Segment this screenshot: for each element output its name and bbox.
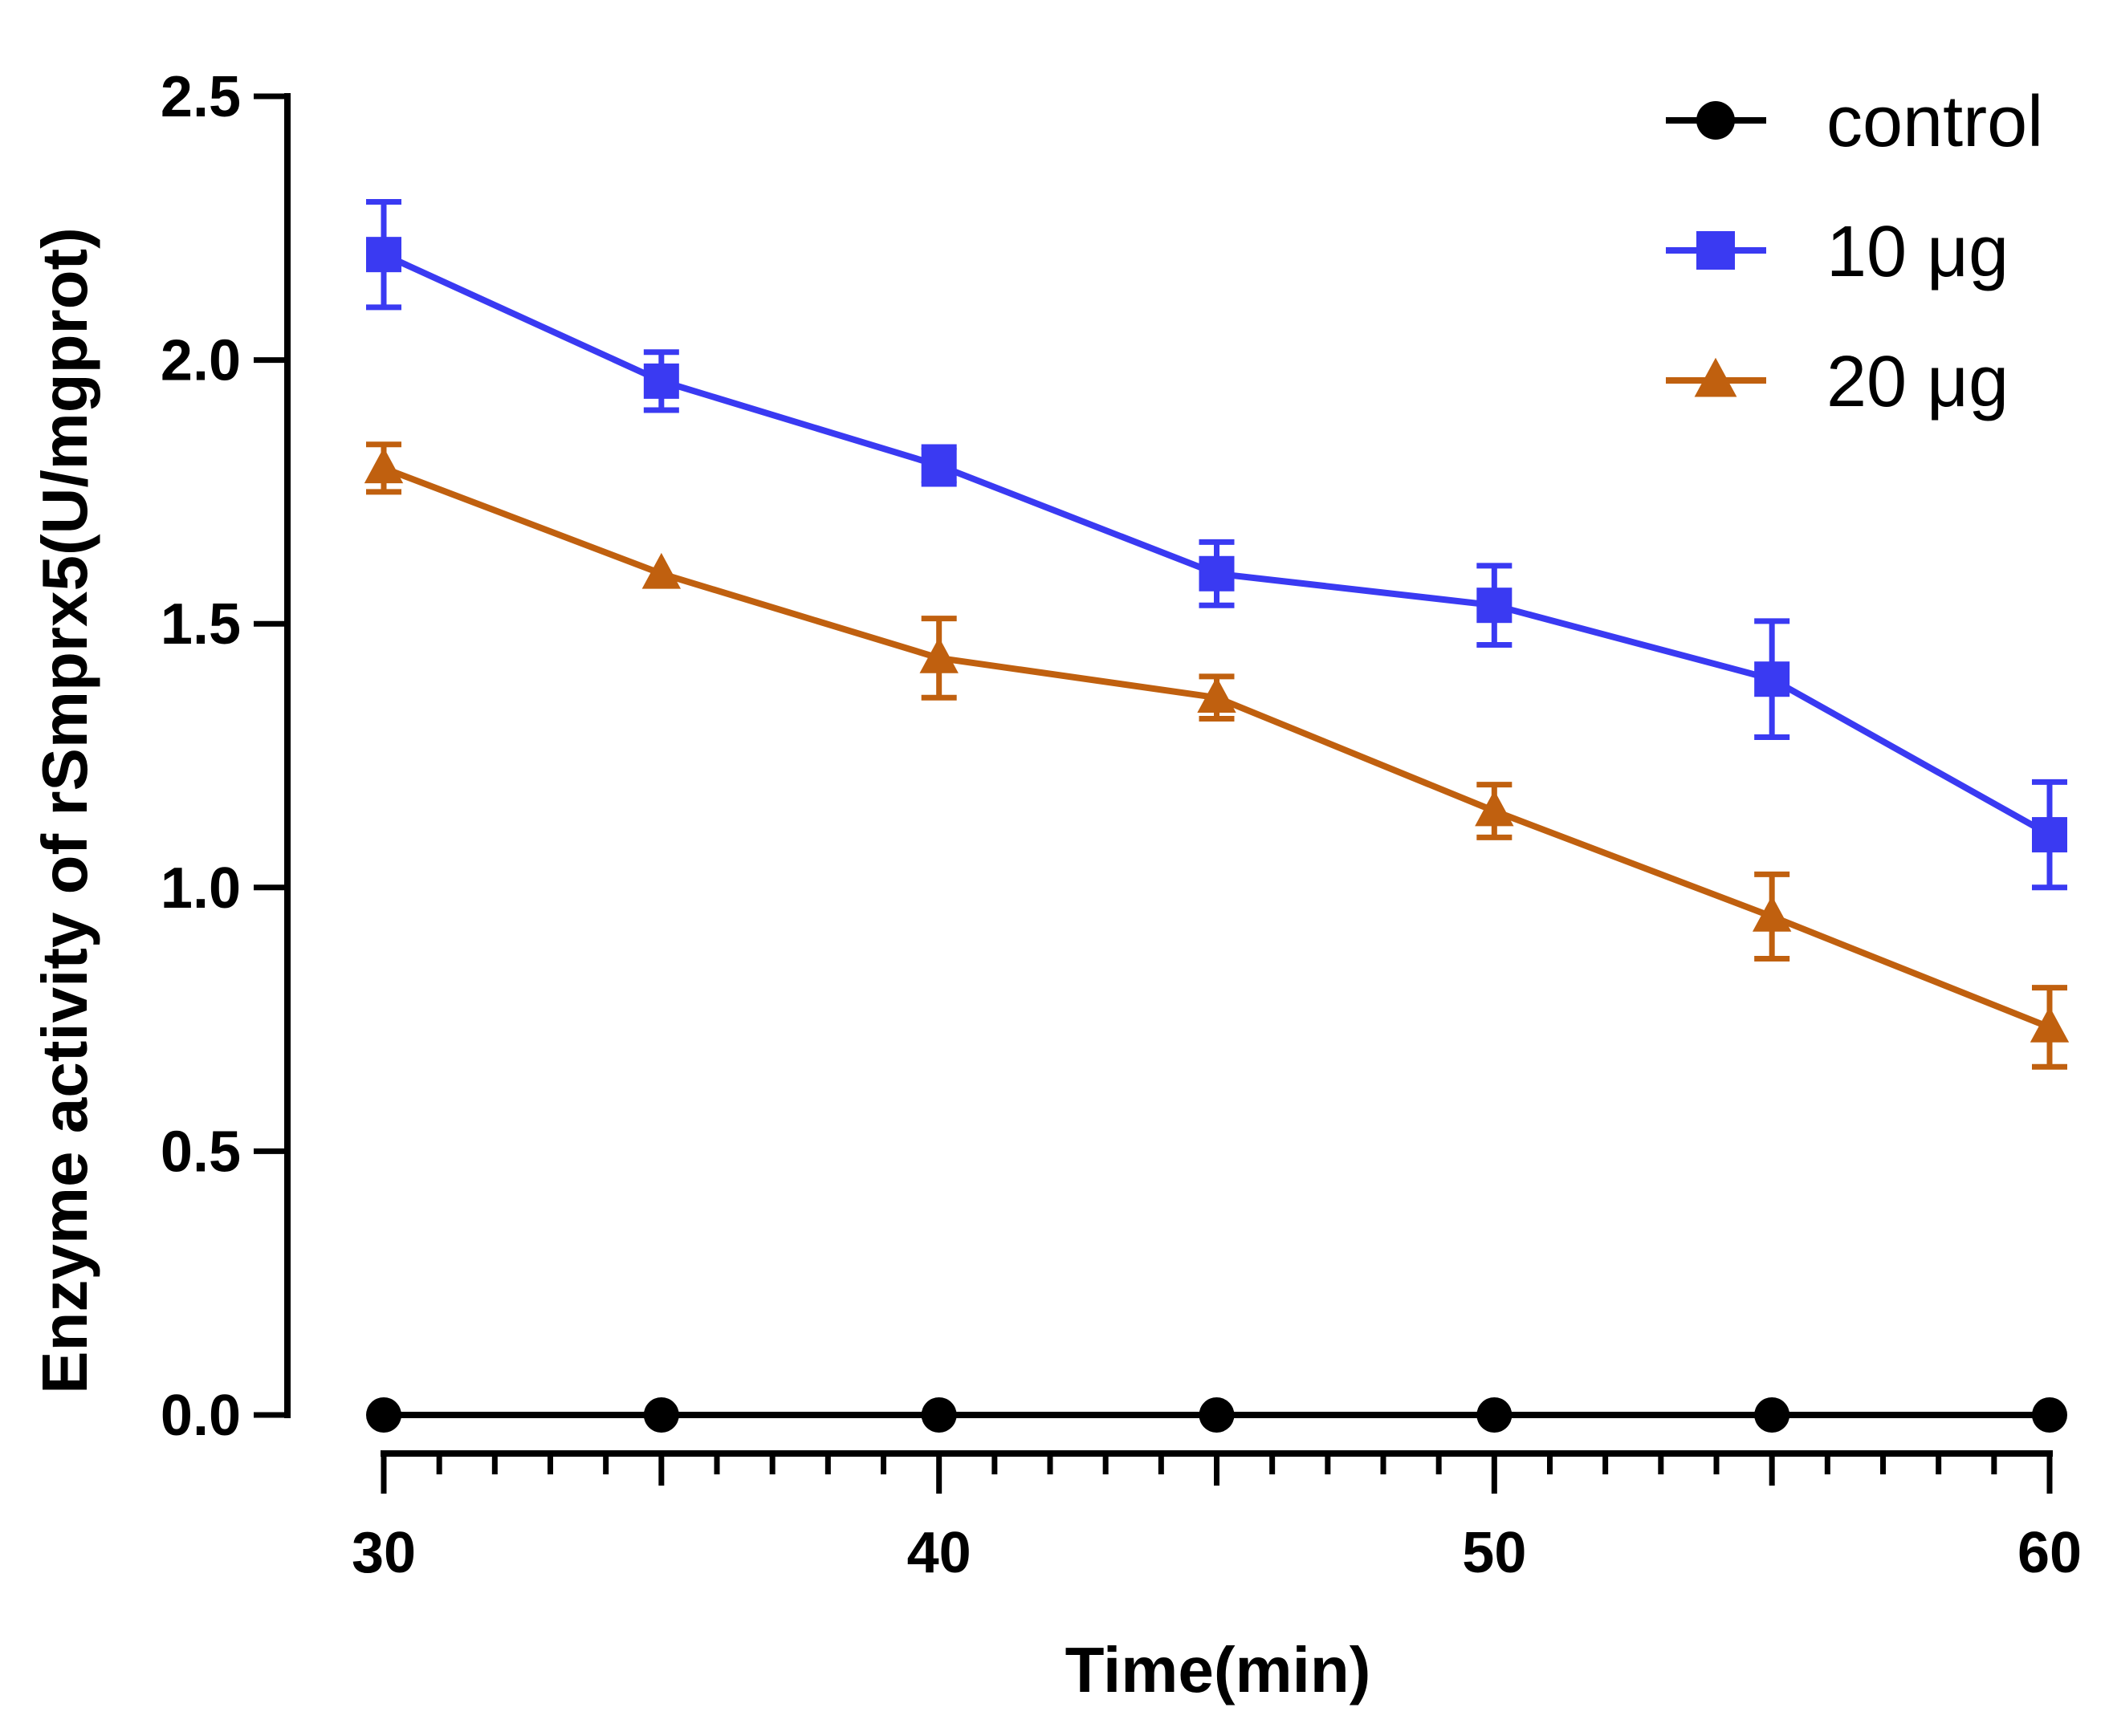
y-tick-label: 2.0	[161, 329, 241, 393]
data-point	[366, 237, 401, 273]
data-point	[2032, 1397, 2067, 1433]
data-point	[921, 448, 957, 484]
y-tick-label: 0.0	[161, 1384, 241, 1448]
legend-label: 20 μg	[1826, 342, 2009, 422]
x-axis-title: Time(min)	[1065, 1634, 1371, 1706]
data-point	[643, 363, 679, 399]
legend-item: control	[1666, 82, 2043, 162]
data-point	[641, 552, 682, 589]
y-tick-label: 1.5	[161, 592, 241, 657]
data-point	[1199, 1397, 1235, 1433]
x-tick-label: 60	[2017, 1521, 2082, 1585]
legend-marker	[1694, 357, 1737, 397]
data-point	[643, 1397, 679, 1433]
series-control	[366, 1397, 2067, 1433]
y-tick-label: 1.0	[161, 856, 241, 921]
data-point	[1476, 1397, 1513, 1433]
data-point	[1754, 1397, 1790, 1433]
data-point	[2032, 817, 2067, 853]
legend-label: 10 μg	[1826, 212, 2009, 292]
axes-group: 0.0 0.5 1.0 1.5 2.0 2.5 30 40 50 60	[161, 65, 2082, 1585]
series-group	[364, 198, 2070, 1433]
y-axis-title: Enzyme activity of rSmprx5(U/mgprot)	[29, 227, 100, 1394]
data-point	[1752, 896, 1792, 932]
legend-item: 20 μg	[1666, 342, 2009, 422]
data-point	[1475, 790, 1514, 827]
y-tick-label: 0.5	[161, 1120, 241, 1184]
data-point	[921, 1397, 957, 1433]
legend-label: control	[1826, 82, 2043, 162]
data-point	[2030, 1006, 2070, 1043]
data-point	[1199, 555, 1235, 592]
y-tick-label: 2.5	[161, 65, 241, 129]
legend-marker	[1696, 101, 1735, 140]
series-20-g	[364, 441, 2070, 1070]
series-10-g	[366, 198, 2067, 891]
data-point	[1197, 677, 1236, 714]
data-point	[1476, 587, 1513, 624]
x-tick-label: 40	[907, 1521, 971, 1585]
legend-marker	[1696, 231, 1735, 270]
legend-item: 10 μg	[1666, 212, 2009, 292]
legend: control 10 μg 20 μg	[1666, 82, 2043, 422]
data-point	[919, 637, 959, 673]
data-point	[366, 1397, 401, 1433]
x-tick-label: 50	[1462, 1521, 1526, 1585]
data-point	[1754, 661, 1790, 697]
x-tick-label: 30	[352, 1521, 416, 1585]
data-point	[364, 447, 404, 484]
